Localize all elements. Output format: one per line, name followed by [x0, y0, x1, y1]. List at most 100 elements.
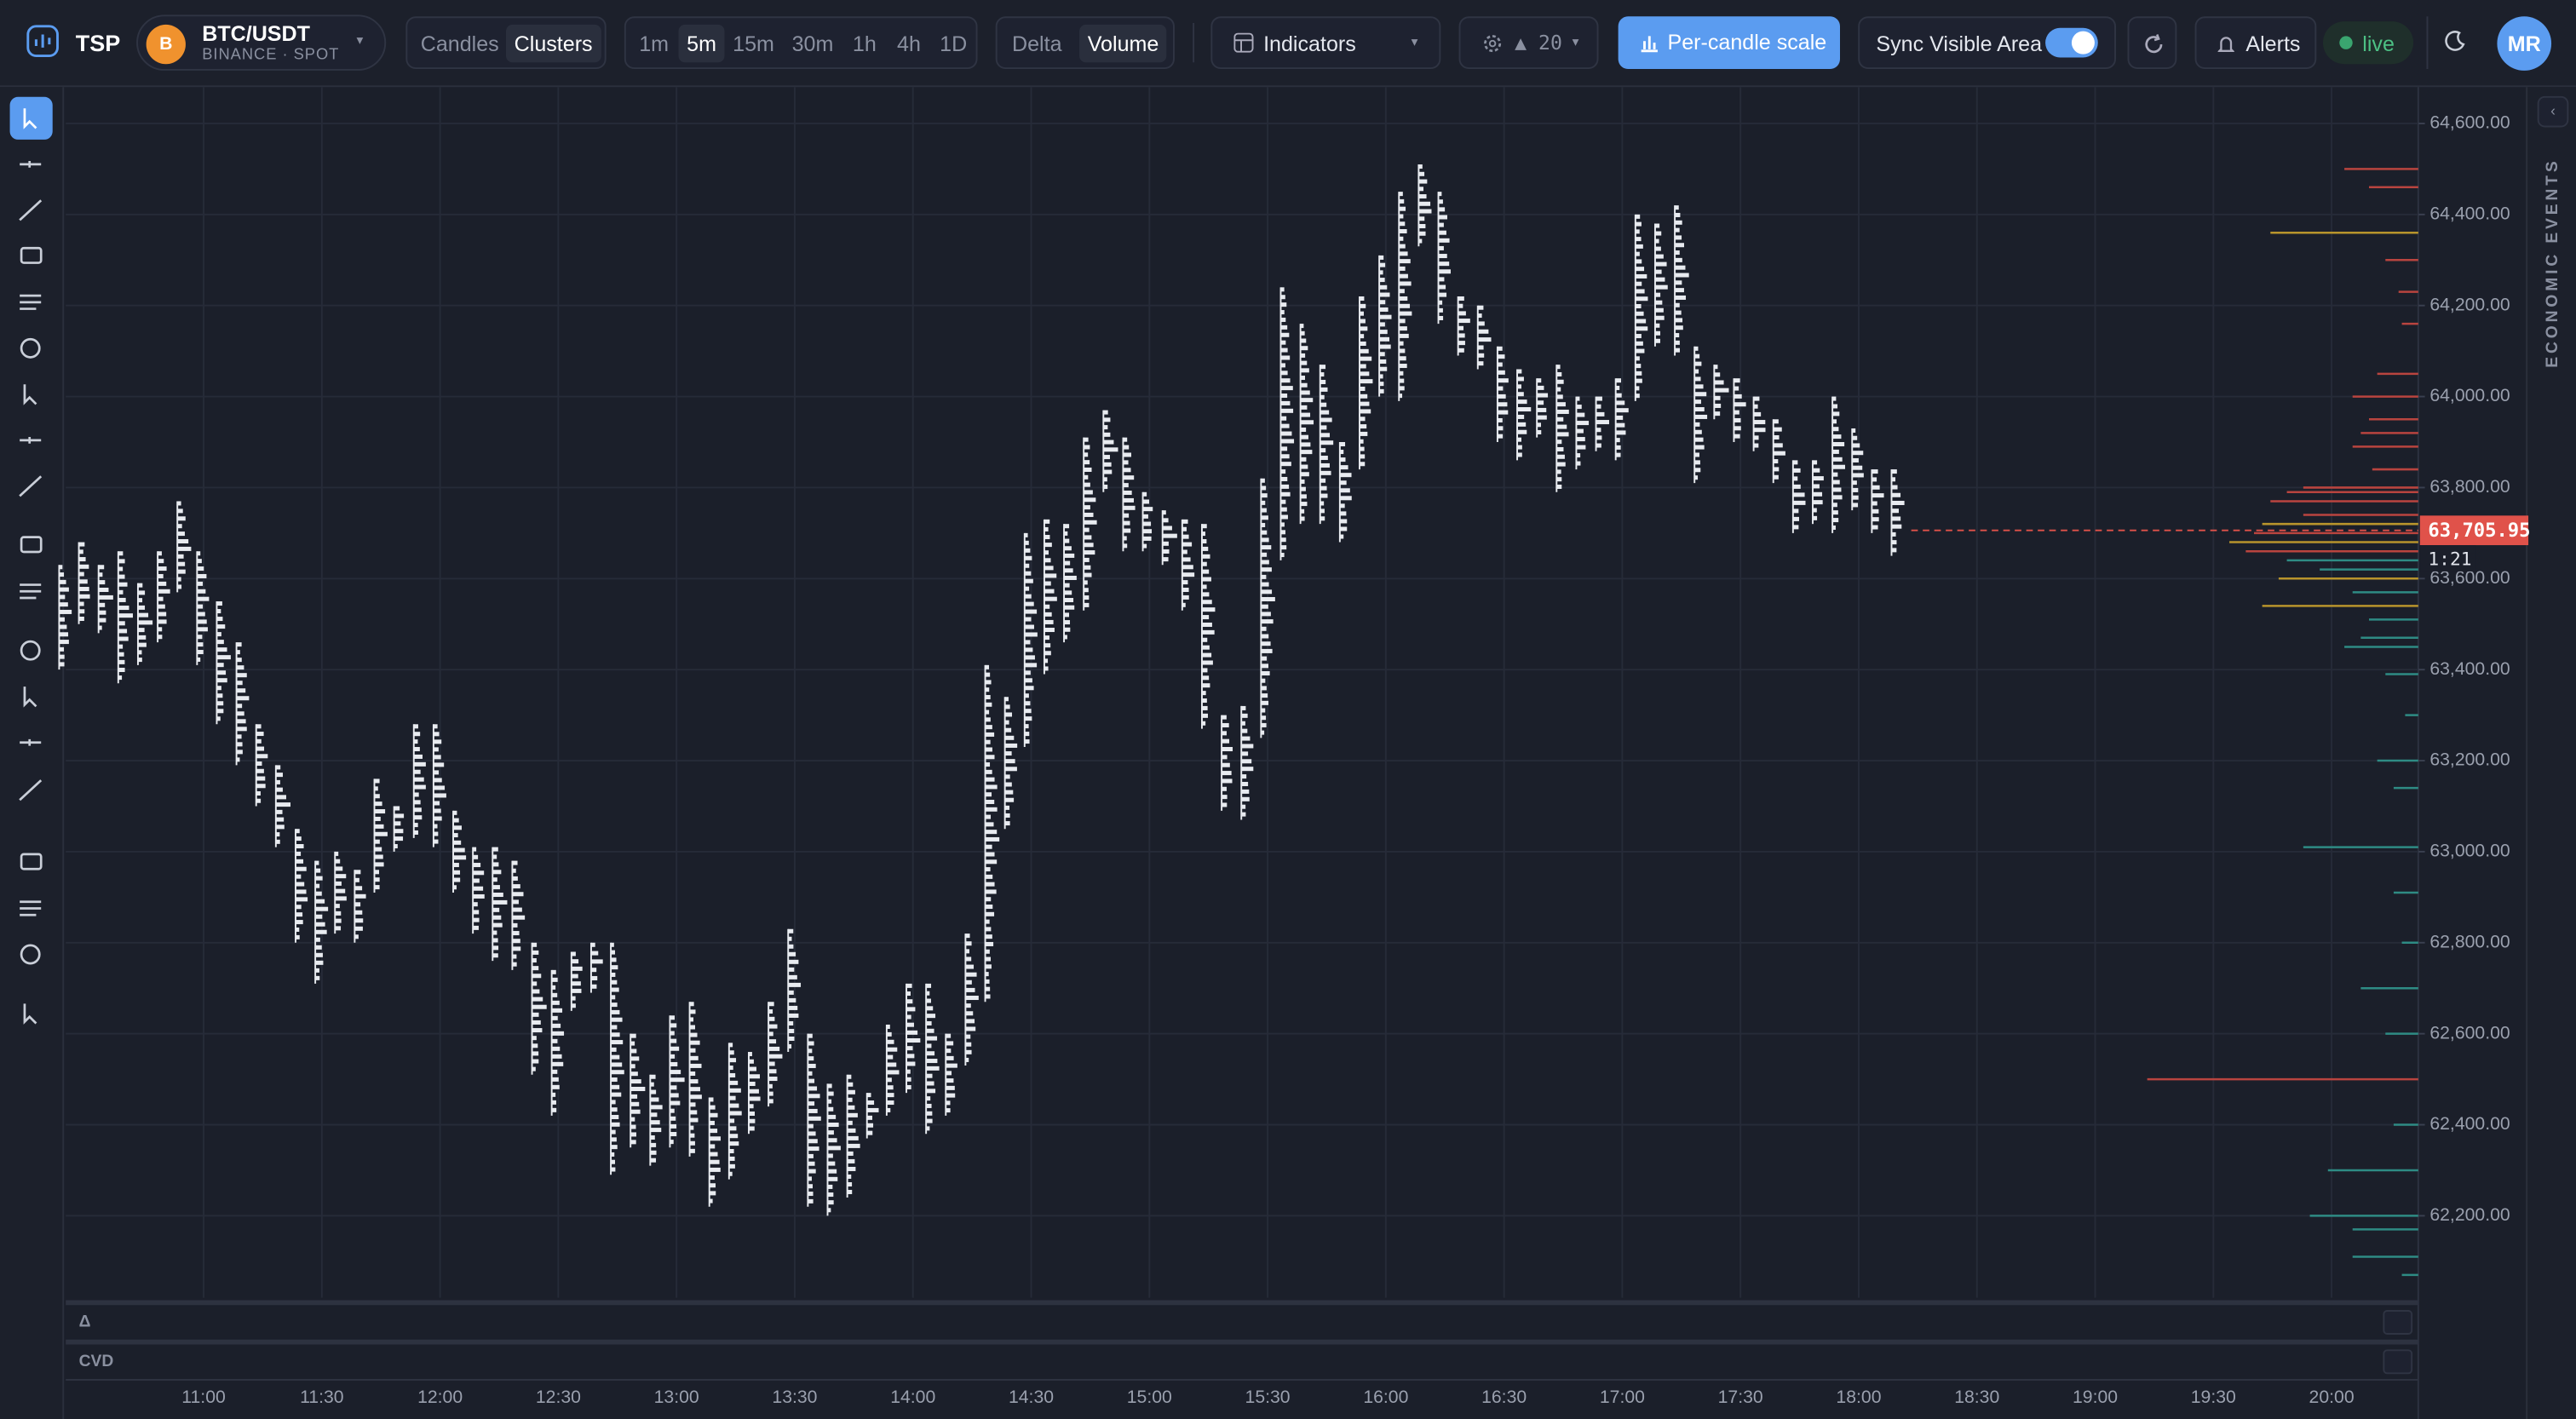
alerts-button[interactable]: Alerts [2194, 16, 2317, 69]
cluster-level [118, 636, 129, 641]
cluster-level [1714, 380, 1724, 385]
cluster-level [827, 1114, 837, 1119]
cluster-level [1123, 505, 1136, 510]
cluster-level [670, 1085, 677, 1090]
cluster-level [1064, 635, 1067, 640]
tool-button[interactable] [20, 536, 43, 554]
tool-button[interactable] [20, 738, 42, 746]
tool-button[interactable] [19, 199, 43, 221]
tool-button[interactable] [20, 944, 41, 965]
cluster-level [335, 851, 339, 856]
tool-button[interactable] [20, 337, 41, 359]
tool-button[interactable] [19, 779, 43, 801]
tool-button[interactable] [20, 160, 42, 168]
cluster-level [98, 618, 106, 623]
timeframe[interactable]: 1h [852, 31, 877, 56]
tool-button[interactable] [20, 246, 43, 264]
tool-button[interactable] [20, 900, 42, 916]
cluster-level [748, 1052, 752, 1057]
cluster-level [354, 910, 363, 915]
cluster-level [295, 836, 302, 842]
tool-button[interactable] [20, 583, 42, 600]
cluster-level [1261, 500, 1266, 505]
chart-mode[interactable]: Candles [420, 31, 499, 56]
tool-button[interactable] [23, 384, 37, 405]
cluster-level [78, 594, 90, 599]
tool-button[interactable] [20, 640, 41, 661]
cluster-level [1182, 572, 1195, 577]
cluster-level [788, 936, 792, 941]
cluster-level [847, 1112, 858, 1117]
timeframe[interactable]: 4h [896, 31, 921, 56]
settings-button[interactable]: ▲ 20 ▾ [1458, 16, 1599, 69]
tool-button[interactable] [19, 475, 43, 497]
cluster-level [1654, 315, 1665, 320]
cluster-level [413, 761, 426, 767]
pane-collapse[interactable] [2383, 1310, 2413, 1335]
cluster-level [197, 627, 208, 632]
cluster-level [59, 602, 68, 607]
timeframe[interactable]: 1m [639, 31, 670, 56]
cluster-level [906, 1037, 921, 1043]
timeframe[interactable]: 30m [791, 31, 834, 56]
cluster-level [354, 886, 363, 891]
cluster-level [689, 1148, 695, 1153]
cluster-level [985, 672, 991, 677]
sync-toggle[interactable]: Sync Visible Area [1858, 16, 2116, 69]
panel-toggle[interactable] [2537, 95, 2569, 128]
timeframe[interactable]: 1D [940, 31, 968, 56]
per-candle-scale-button[interactable]: Per-candle scale [1618, 16, 1840, 69]
cluster-level [1635, 251, 1640, 256]
cluster-level [728, 1111, 742, 1116]
cluster [550, 969, 565, 1116]
cluster [78, 542, 90, 624]
cluster [1634, 214, 1648, 401]
avatar[interactable]: MR [2497, 16, 2552, 71]
cluster [610, 942, 624, 1175]
cluster-level [492, 870, 502, 875]
cluster-mode[interactable]: Volume [1079, 24, 1168, 63]
cluster-level [1241, 705, 1246, 710]
tool-button[interactable] [20, 853, 43, 870]
cluster-level [1201, 615, 1210, 620]
cluster-level [1418, 224, 1426, 229]
cluster-level [1517, 399, 1527, 405]
tool-button[interactable] [23, 108, 37, 129]
cluster-level [1399, 333, 1409, 338]
tool-button[interactable] [23, 687, 37, 708]
cluster-level [492, 938, 498, 943]
indicators-button[interactable]: Indicators ▾ [1210, 16, 1441, 69]
cluster-mode[interactable]: Delta [1011, 31, 1062, 56]
tool-button[interactable] [23, 1003, 37, 1025]
cluster-level [1004, 782, 1012, 787]
tool-button[interactable] [20, 294, 42, 310]
cluster-level [118, 597, 126, 602]
symbol-selector[interactable]: B BTC/USDT BINANCE · SPOT ▾ [136, 14, 387, 71]
cluster-level [1300, 330, 1305, 336]
cluster-level [1084, 497, 1096, 503]
theme-button[interactable] [2443, 30, 2466, 53]
cluster-level [906, 1084, 911, 1089]
cluster [1398, 192, 1412, 401]
cluster-level [1399, 206, 1406, 211]
cluster-level [1024, 663, 1038, 668]
cluster-level [1044, 628, 1055, 633]
cluster-level [709, 1136, 721, 1141]
refresh-button[interactable] [2127, 16, 2177, 69]
cluster-level [788, 951, 796, 957]
y-tick-label: 63,000.00 [2429, 842, 2510, 861]
cluster-level [1064, 605, 1075, 610]
cluster-level [1537, 378, 1542, 383]
cluster-level [1261, 626, 1267, 631]
chart-mode[interactable]: Clusters [505, 24, 601, 63]
cluster-level [926, 983, 932, 988]
tool-button[interactable] [20, 436, 42, 444]
cluster-level [1654, 223, 1660, 228]
timeframe[interactable]: 15m [733, 31, 774, 56]
cluster-level [1635, 259, 1642, 264]
cluster-level [1004, 774, 1010, 779]
timeframe[interactable]: 5m [678, 24, 725, 63]
cluster-level [1084, 588, 1089, 593]
pane-collapse[interactable] [2383, 1349, 2413, 1375]
cluster-level [177, 524, 182, 529]
